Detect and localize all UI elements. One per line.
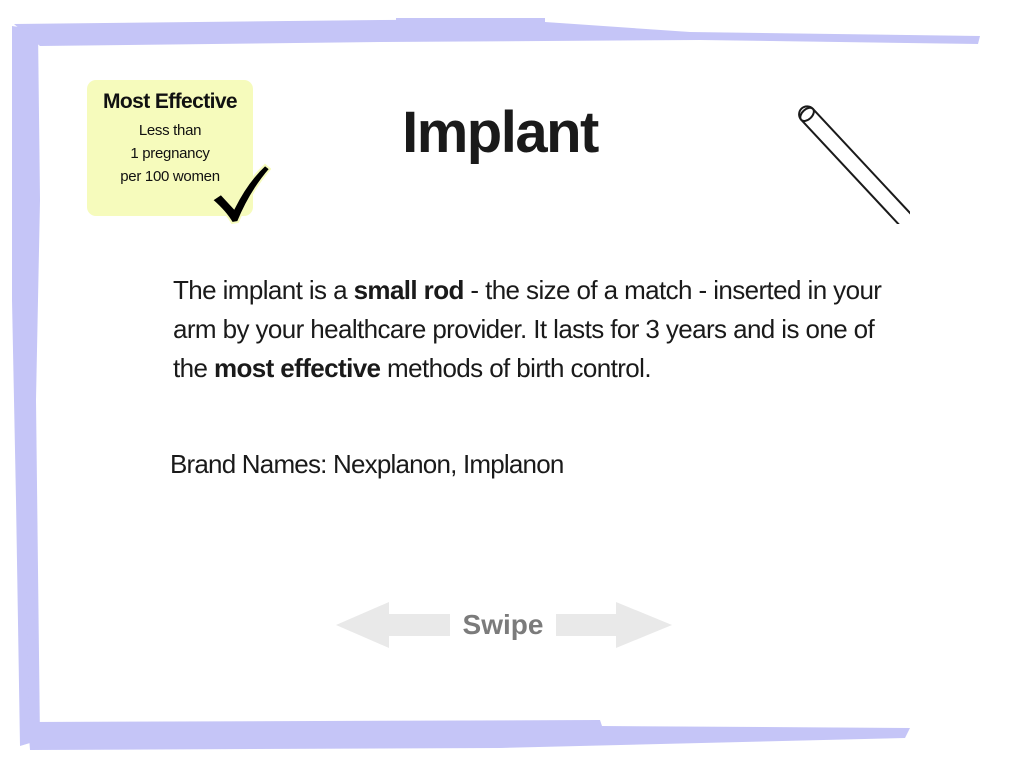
badge-line-3: per 100 women <box>120 168 220 185</box>
description-text-1: The implant is a <box>173 275 354 305</box>
description-text-3: methods of birth control. <box>380 353 652 383</box>
description-text-2: - the size of a match - inserted in your… <box>173 275 882 383</box>
badge-title: Most Effective <box>103 90 238 113</box>
checkmark-icon <box>210 163 271 225</box>
brand-names: Brand Names: Nexplanon, Implanon <box>170 449 564 479</box>
page-title: Implant <box>402 100 599 165</box>
swipe-control[interactable]: Swipe <box>334 600 674 650</box>
description-bold-most-effective: most effective <box>213 353 381 383</box>
badge-line-1: Less than <box>138 122 202 139</box>
description-bold-small-rod: small rod <box>353 275 465 305</box>
arrow-left-icon[interactable] <box>334 600 450 650</box>
implant-rod-icon <box>798 105 910 224</box>
effectiveness-badge: Most Effective Less than 1 pregnancy per… <box>87 80 253 216</box>
arrow-right-icon[interactable] <box>556 600 674 650</box>
swipe-label: Swipe <box>462 609 544 640</box>
badge-line-2: 1 pregnancy <box>130 145 210 162</box>
method-description: The implant is a small rod - the size of… <box>173 271 893 388</box>
